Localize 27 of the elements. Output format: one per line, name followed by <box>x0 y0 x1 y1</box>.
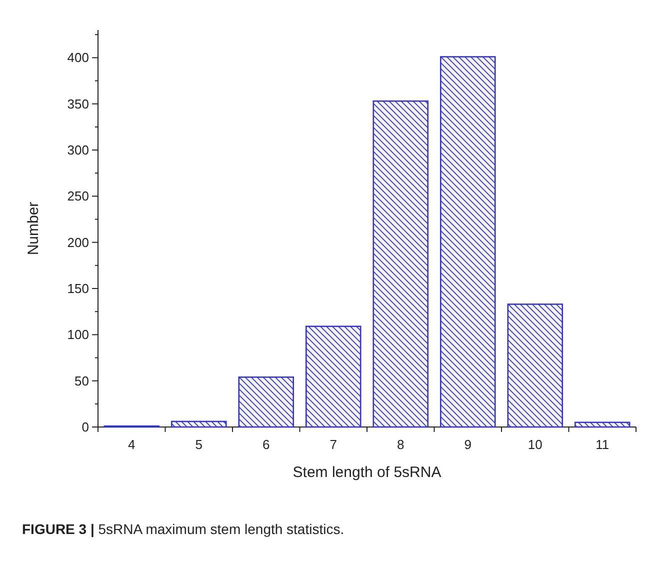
bar <box>507 304 564 428</box>
bar <box>574 422 630 428</box>
caption: FIGURE 3 | 5sRNA maximum stem length statistics. <box>22 521 344 538</box>
y-tick-label: 300 <box>67 142 89 158</box>
y-tick-label: 50 <box>74 373 89 388</box>
y-tick-label: 200 <box>67 234 89 250</box>
x-tick-label: 4 <box>128 437 136 452</box>
y-axis-title: Number <box>25 202 42 256</box>
y-tick-label: 400 <box>67 50 89 66</box>
bar <box>372 100 429 428</box>
x-tick-label: 10 <box>528 437 542 452</box>
y-tick-label: 150 <box>67 281 89 296</box>
x-tick-label: 9 <box>464 437 472 452</box>
bar <box>170 420 227 428</box>
x-tick-label: 8 <box>397 437 404 452</box>
x-axis-title: Stem length of 5sRNA <box>292 464 442 481</box>
x-tick-label: 6 <box>262 437 270 452</box>
x-tick-label: 5 <box>195 437 202 452</box>
y-tick-label: 0 <box>82 420 89 435</box>
bar <box>238 376 294 428</box>
x-tick-label: 7 <box>330 437 337 452</box>
x-tick-label: 11 <box>596 437 610 452</box>
y-tick-label: 250 <box>67 188 89 204</box>
y-tick-label: 350 <box>67 96 89 112</box>
bar <box>305 326 362 428</box>
y-tick-label: 100 <box>67 327 89 342</box>
bar <box>440 56 496 428</box>
